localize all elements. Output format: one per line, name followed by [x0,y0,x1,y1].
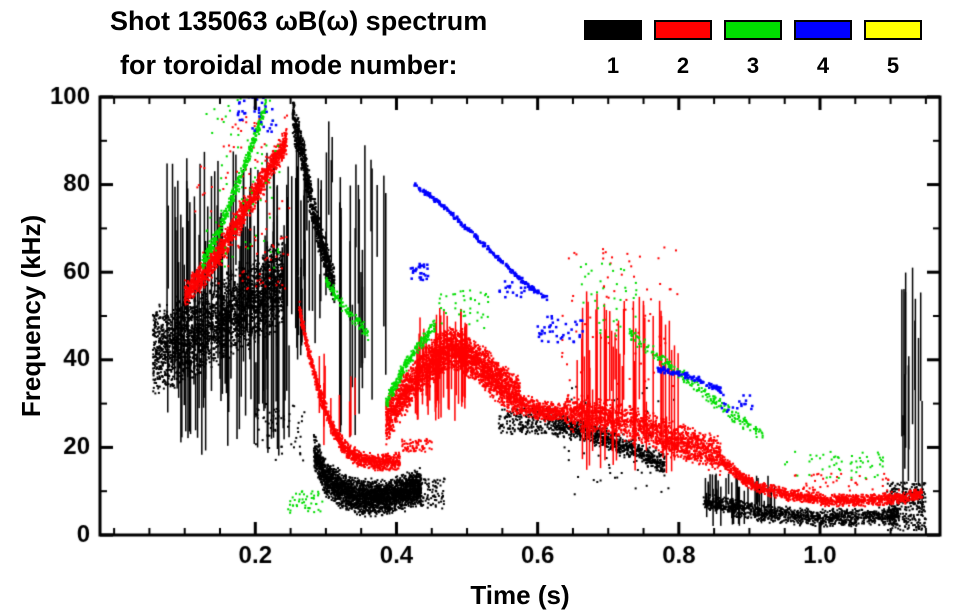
legend-label-mode1: 1 [606,53,620,78]
legend-swatch-mode1 [584,20,642,40]
legend-label-mode4: 4 [816,53,830,78]
chart-title-line1: Shot 135063 ωB(ω) spectrum [110,6,488,36]
legend-label-mode5: 5 [886,53,900,78]
x-axis-title: Time (s) [470,580,570,610]
legend-label-mode3: 3 [746,53,760,78]
legend-swatch-mode4 [794,20,852,40]
mode-legend [584,20,922,40]
mode-legend-labels: 1 2 3 4 5 [584,53,922,79]
chart-title-line2: for toroidal mode number: [120,50,458,80]
legend-swatch-mode2 [654,20,712,40]
legend-label-mode2: 2 [676,53,690,78]
legend-swatch-mode5 [864,20,922,40]
y-axis-title: Frequency (kHz) [16,214,46,418]
legend-swatch-mode3 [724,20,782,40]
